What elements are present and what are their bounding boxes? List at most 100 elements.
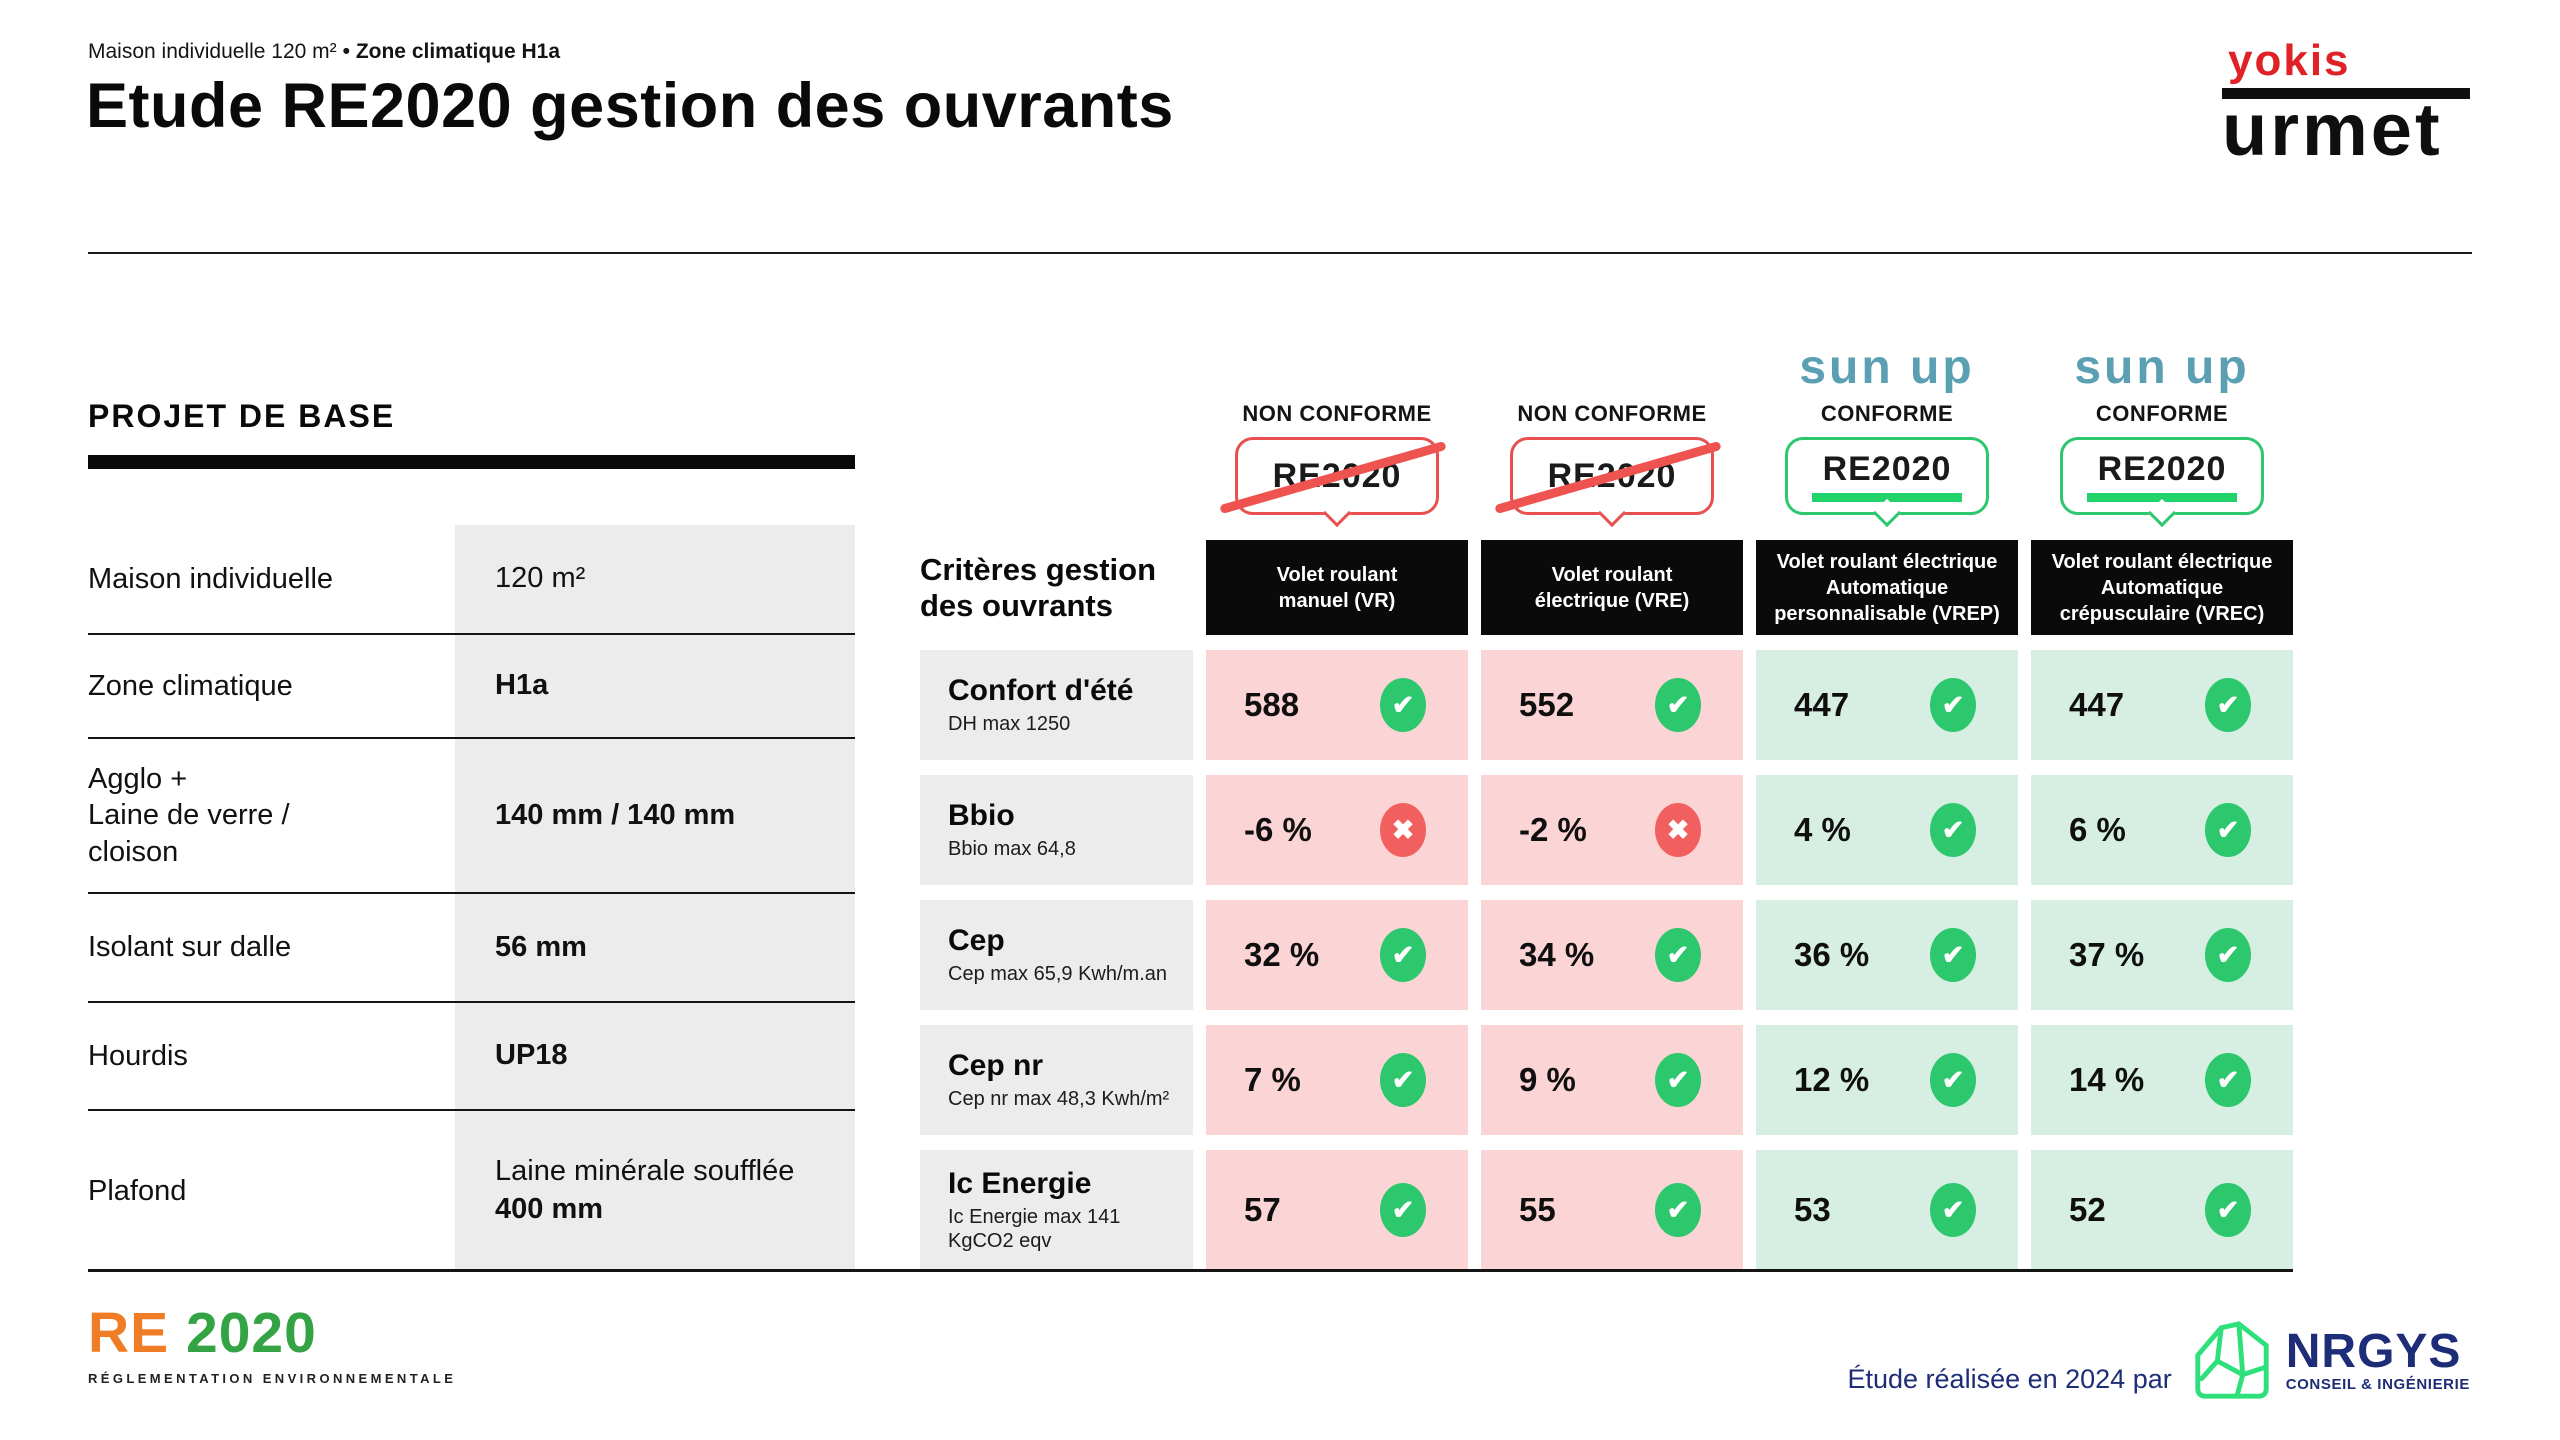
product-header: Volet roulant manuel (VR): [1206, 540, 1468, 635]
row-label: Hourdis: [88, 1039, 188, 1072]
re2020-year: 2020: [186, 1301, 317, 1365]
product-header: Volet roulant électrique Automatique per…: [1756, 540, 2018, 635]
nrgys-wordmark: NRGYS: [2285, 1324, 2462, 1378]
value-cell: 37 %: [2031, 900, 2293, 1010]
row-value: H1a: [455, 635, 855, 737]
value-text: 52: [2069, 1191, 2106, 1228]
value-cell: 588: [1206, 650, 1468, 760]
criterion-threshold: Cep nr max 48,3 Kwh/m²: [948, 1088, 1170, 1110]
value-text: -6 %: [1244, 811, 1312, 848]
row-value-text: Laine minérale soufflée: [495, 1155, 795, 1188]
value-cell: 36 %: [1756, 900, 2018, 1010]
criterion-name: Bbio: [948, 799, 1015, 832]
value-text: 4 %: [1794, 811, 1851, 848]
cross-icon: [1655, 803, 1701, 857]
row-label: Plafond: [88, 1174, 187, 1207]
credit-text: Étude réalisée en 2024 par: [1847, 1364, 2172, 1394]
value-cell: -2 %: [1481, 775, 1743, 885]
urmet-logo-bar: [2222, 87, 2470, 99]
value-cell: 447: [2031, 650, 2293, 760]
projet-de-base-section: PROJET DE BASE Maison individuelle 120 m…: [88, 398, 855, 1271]
value-cell: 9 %: [1481, 1025, 1743, 1135]
projet-heading-bar: [88, 455, 855, 469]
row-label: Agglo + Laine de verre / cloison: [88, 763, 290, 868]
cross-icon: [1380, 803, 1426, 857]
value-text: 53: [1794, 1191, 1831, 1228]
check-icon: [1380, 678, 1426, 732]
criterion-cell: Ic Energie Ic Energie max 141 KgCO2 eqv: [920, 1150, 1193, 1270]
criteria-heading: Critères gestion des ouvrants: [920, 551, 1157, 623]
row-value-text: 120 m²: [495, 562, 586, 595]
badge-header-spacer: [920, 300, 1193, 525]
value-text: 55: [1519, 1191, 1556, 1228]
check-icon: [1655, 678, 1701, 732]
check-icon: [1930, 803, 1976, 857]
product-header: Volet roulant électrique (VRE): [1481, 540, 1743, 635]
value-text: 32 %: [1244, 936, 1320, 973]
re2020-tagline: RÉGLEMENTATION ENVIRONNEMENTALE: [88, 1371, 457, 1386]
criterion-name: Confort d'été: [948, 674, 1134, 707]
status-label: CONFORME: [1820, 401, 1954, 426]
value-text: 36 %: [1794, 936, 1870, 973]
projet-de-base-heading: PROJET DE BASE: [88, 398, 396, 434]
re2020-re: RE: [88, 1301, 170, 1365]
value-cell: 447: [1756, 650, 2018, 760]
value-text: 6 %: [2069, 811, 2126, 848]
row-label: Zone climatique: [88, 669, 293, 702]
table-row: Agglo + Laine de verre / cloison 140 mm …: [88, 739, 855, 894]
row-value: 120 m²: [455, 525, 855, 633]
page-title: Etude RE2020 gestion des ouvrants: [86, 71, 1174, 141]
criterion-cell: Cep nr Cep nr max 48,3 Kwh/m²: [920, 1025, 1193, 1135]
status-label: CONFORME: [2095, 401, 2229, 426]
check-icon: [2205, 928, 2251, 982]
value-cell: 32 %: [1206, 900, 1468, 1010]
yokis-wordmark: yokis: [2228, 36, 2351, 85]
sunup-logo: sun up: [2074, 341, 2250, 394]
row-value: Laine minérale soufflée 400 mm: [455, 1111, 855, 1271]
sunup-logo: sun up: [1799, 341, 1975, 394]
value-cell: 55: [1481, 1150, 1743, 1270]
value-text: 447: [2069, 686, 2125, 723]
header-divider: [88, 252, 2472, 254]
bottom-divider: [88, 1269, 2293, 1272]
criterion-threshold: Ic Energie max 141 KgCO2 eqv: [948, 1206, 1121, 1252]
criterion-cell: Bbio Bbio max 64,8: [920, 775, 1193, 885]
status-label: NON CONFORME: [1242, 401, 1432, 426]
comparison-table: NON CONFORME RE2020 NON CONFORME RE2020 …: [920, 300, 2293, 1270]
re2020-logo: RE 2020 RÉGLEMENTATION ENVIRONNEMENTALE: [88, 1305, 457, 1387]
value-cell: 53: [1756, 1150, 2018, 1270]
table-row: Hourdis UP18: [88, 1003, 855, 1111]
criterion-name: Cep: [948, 924, 1005, 957]
row-label: Isolant sur dalle: [88, 931, 292, 964]
value-text: 34 %: [1519, 936, 1595, 973]
table-row: Plafond Laine minérale soufflée 400 mm: [88, 1111, 855, 1271]
check-icon: [1655, 1053, 1701, 1107]
row-value: 140 mm / 140 mm: [455, 739, 855, 892]
check-icon: [1930, 1183, 1976, 1237]
value-cell: 34 %: [1481, 900, 1743, 1010]
column-header: sun up CONFORME RE2020: [2031, 300, 2293, 525]
urmet-wordmark: urmet: [2222, 87, 2443, 171]
value-cell: 52: [2031, 1150, 2293, 1270]
check-icon: [2205, 1053, 2251, 1107]
subtitle-bold: • Zone climatique H1a: [342, 40, 561, 63]
badge-underline: [1812, 493, 1962, 502]
value-cell: 6 %: [2031, 775, 2293, 885]
re2020-badge-text: RE2020: [1272, 456, 1402, 495]
status-label: NON CONFORME: [1517, 401, 1707, 426]
check-icon: [1930, 1053, 1976, 1107]
criterion-name: Ic Energie: [948, 1167, 1092, 1200]
criterion-name: Cep nr: [948, 1049, 1044, 1082]
value-text: 588: [1244, 686, 1300, 723]
column-header: NON CONFORME RE2020: [1481, 300, 1743, 525]
credit-block: Étude réalisée en 2024 par NRGYS CONSEIL…: [1847, 1318, 2470, 1411]
row-label: Maison individuelle: [88, 562, 334, 595]
product-header: Volet roulant électrique Automatique cré…: [2031, 540, 2293, 635]
value-text: 7 %: [1244, 1061, 1301, 1098]
check-icon: [1655, 928, 1701, 982]
value-cell: 12 %: [1756, 1025, 2018, 1135]
row-value-text: 140 mm / 140 mm: [495, 798, 736, 831]
check-icon: [2205, 678, 2251, 732]
table-row: Zone climatique H1a: [88, 635, 855, 739]
re2020-badge: RE2020: [1510, 437, 1714, 515]
